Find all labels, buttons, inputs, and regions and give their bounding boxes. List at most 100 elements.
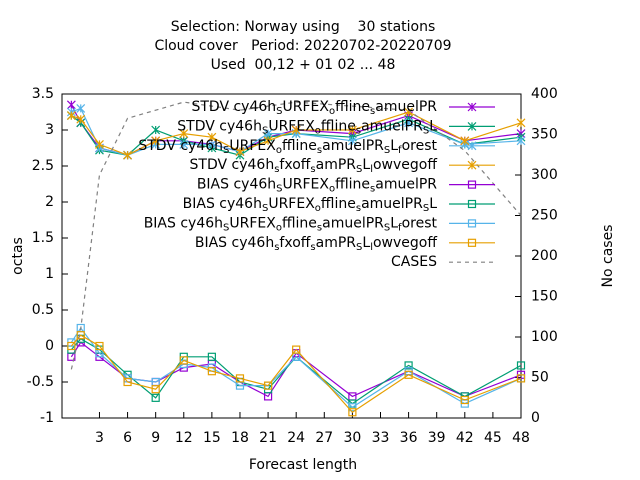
marker — [404, 118, 414, 128]
x-tick-label: 33 — [372, 430, 390, 446]
x-tick-label: 18 — [231, 430, 249, 446]
legend-marker — [467, 180, 477, 189]
x-tick-label: 42 — [456, 430, 474, 446]
legend-marker — [467, 102, 477, 112]
y-tick-label: 3 — [45, 122, 54, 138]
marker — [207, 132, 217, 142]
series-line — [70, 326, 522, 408]
x-tick-label: 36 — [400, 430, 418, 446]
marker — [404, 107, 414, 117]
chart-title: Selection: Norway using 30 stations — [171, 19, 436, 35]
x-tick-label: 9 — [151, 430, 160, 446]
marker — [95, 139, 104, 149]
legend-marker — [467, 199, 477, 209]
chart-title: Used 00,12 + 01 02 ... 48 — [211, 57, 396, 73]
x-axis-label: Forecast length — [249, 457, 357, 473]
legend-marker — [467, 238, 477, 247]
y-tick-label: -1 — [40, 410, 54, 426]
marker — [291, 125, 301, 135]
x-tick-label: 27 — [315, 430, 333, 446]
y2-tick-label: 0 — [531, 410, 540, 426]
marker — [292, 345, 301, 354]
x-tick-label: 48 — [512, 430, 530, 446]
legend-label: STDV cy46hSURFEXofflinesamuelPRSLforest — [138, 138, 437, 156]
series-line — [70, 334, 522, 414]
x-tick-label: 21 — [259, 430, 277, 446]
y2-tick-label: 50 — [531, 370, 549, 386]
legend-marker — [467, 121, 477, 131]
marker — [263, 136, 273, 146]
marker — [235, 374, 245, 383]
y-tick-label: 0.5 — [32, 302, 54, 318]
marker — [151, 393, 160, 402]
marker — [404, 370, 413, 379]
x-tick-label: 30 — [343, 430, 361, 446]
legend-label: STDV cy46hSURFEXofflinesamuelPRSL — [177, 118, 437, 136]
y-tick-label: 1.5 — [32, 230, 54, 246]
y2-tick-label: 250 — [531, 208, 558, 224]
x-tick-label: 3 — [95, 430, 104, 446]
marker — [263, 381, 273, 390]
marker — [516, 374, 526, 383]
marker — [179, 139, 189, 149]
chart-title: Cloud cover Period: 20220702-20220709 — [154, 38, 451, 54]
marker — [179, 129, 189, 139]
series-line — [71, 111, 522, 156]
legend-label: BIAS cy46hSURFEXofflinesamuelPR — [197, 177, 437, 195]
marker — [66, 111, 76, 121]
x-tick-label: 12 — [175, 430, 193, 446]
marker — [76, 114, 86, 124]
legend-label: BIAS cy46hsfxoffsamPRSLlowvegoff — [195, 235, 437, 253]
legend-marker — [467, 219, 477, 228]
marker — [67, 341, 76, 351]
legend-label: BIAS cy46hSURFEXofflinesamuelPRSLforest — [144, 215, 438, 233]
marker — [151, 125, 161, 135]
y2-tick-label: 100 — [531, 329, 558, 345]
y2-tick-label: 300 — [531, 167, 558, 183]
marker — [460, 395, 469, 405]
marker — [347, 125, 357, 135]
marker — [151, 385, 160, 394]
x-tick-label: 24 — [287, 430, 305, 446]
marker — [348, 408, 357, 417]
marker — [460, 136, 470, 146]
y-tick-label: 3.5 — [32, 86, 54, 102]
legend-marker — [467, 141, 477, 151]
y-tick-label: 0 — [45, 338, 54, 354]
legend-label: CASES — [391, 254, 437, 270]
x-tick-label: 6 — [123, 430, 132, 446]
x-tick-label: 39 — [428, 430, 446, 446]
y-axis-label: octas — [10, 237, 26, 275]
legend-label: STDV cy46hSURFEXofflinesamuelPR — [191, 99, 437, 117]
marker — [95, 341, 104, 351]
legend-label: BIAS cy46hSURFEXofflinesamuelPRSL — [183, 196, 438, 214]
legend-label: STDV cy46hsfxoffsamPRSLlowvegoff — [190, 157, 438, 175]
series-line — [71, 115, 522, 156]
series-line — [70, 338, 522, 405]
marker — [66, 100, 76, 110]
marker — [263, 129, 273, 139]
y2-tick-label: 350 — [531, 127, 558, 143]
marker — [347, 136, 357, 146]
series-line — [71, 107, 522, 156]
series-line — [70, 341, 522, 398]
marker — [516, 118, 526, 128]
marker — [207, 352, 216, 361]
marker — [76, 331, 85, 340]
marker — [235, 147, 245, 157]
x-tick-label: 15 — [203, 430, 221, 446]
marker — [516, 136, 526, 146]
marker — [348, 403, 357, 412]
x-tick-label: 45 — [484, 430, 502, 446]
marker — [516, 361, 526, 370]
marker — [207, 367, 216, 376]
y2-axis-label: No cases — [600, 225, 616, 288]
series-line — [70, 101, 522, 370]
marker — [76, 103, 86, 113]
marker — [404, 361, 413, 370]
y-tick-label: 2 — [45, 194, 54, 210]
marker — [151, 136, 161, 146]
y-tick-label: 1 — [45, 266, 54, 282]
y2-tick-label: 150 — [531, 289, 558, 305]
